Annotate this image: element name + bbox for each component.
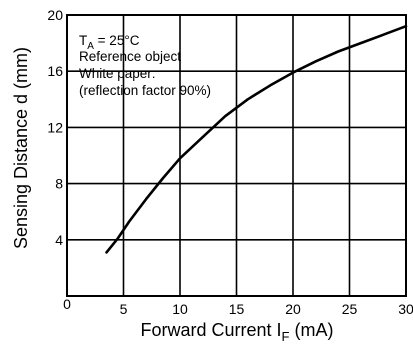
x-tick-label-0: 0 <box>63 296 71 312</box>
y-tick-label-16: 16 <box>47 63 63 79</box>
y-tick-label-12: 12 <box>47 119 63 135</box>
annotation-box: TA = 25°C Reference object White paper: … <box>79 33 211 98</box>
x-tick-labels: 5 10 15 20 25 30 0 <box>63 296 413 317</box>
x-tick-label-20: 20 <box>285 301 301 317</box>
x-tick-label-10: 10 <box>172 301 188 317</box>
series-line <box>105 24 408 254</box>
annotation-line-1: TA = 25°C <box>79 33 140 52</box>
y-tick-label-8: 8 <box>55 176 63 192</box>
x-axis-title-subscript: F <box>282 329 290 344</box>
y-tick-labels: 4 8 12 16 20 <box>47 7 63 248</box>
y-axis-title: Sensing Distance d (mm) <box>11 47 31 249</box>
x-axis-title: Forward Current IF (mA) <box>141 320 334 344</box>
x-tick-label-30: 30 <box>398 301 413 317</box>
annotation-line-2: Reference object <box>79 49 181 64</box>
grid-lines <box>67 15 406 296</box>
x-tick-label-25: 25 <box>342 301 358 317</box>
x-tick-label-5: 5 <box>120 301 128 317</box>
annotation-line-3: White paper: <box>79 66 156 81</box>
x-tick-label-15: 15 <box>229 301 245 317</box>
y-tick-label-20: 20 <box>47 7 63 23</box>
plot-frame <box>66 14 407 297</box>
annotation-line-4: (reflection factor 90%) <box>79 83 211 98</box>
y-tick-label-4: 4 <box>55 232 63 248</box>
